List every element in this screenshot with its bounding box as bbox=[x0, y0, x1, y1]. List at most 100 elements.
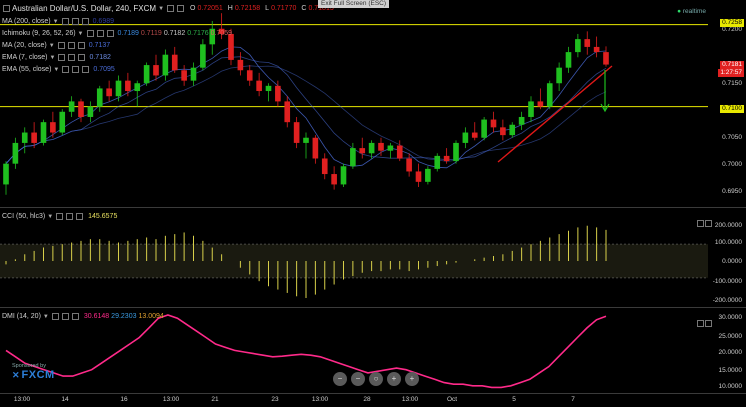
eye-icon[interactable] bbox=[96, 30, 104, 37]
price-chart[interactable] bbox=[0, 0, 746, 208]
current-price-box: 0.7181 bbox=[720, 61, 744, 69]
indicator-ema55[interactable]: EMA (55, close) ▼ 0.7095 bbox=[2, 66, 115, 73]
candle-body bbox=[593, 46, 600, 53]
eye-icon[interactable] bbox=[177, 5, 185, 12]
eye-icon[interactable] bbox=[71, 18, 79, 25]
close-icon[interactable] bbox=[81, 18, 89, 25]
cci-tick: -200.0000 bbox=[712, 297, 742, 304]
fxcm-mark-icon: ✕ bbox=[12, 369, 20, 380]
zoom-out-button[interactable]: − bbox=[351, 372, 365, 386]
candle-body bbox=[218, 28, 225, 34]
price-tick: 0.7000 bbox=[722, 161, 742, 168]
chevron-down-icon[interactable]: ▼ bbox=[42, 313, 49, 320]
candle-body bbox=[246, 70, 253, 81]
chevron-down-icon[interactable]: ▼ bbox=[47, 213, 54, 220]
candle-body bbox=[162, 54, 169, 76]
candle-body bbox=[153, 65, 159, 76]
dmi-value-plus: 29.2303 bbox=[111, 313, 137, 320]
dmi-panel[interactable]: DMI (14, 20) ▼ 30.6148 29.2303 13.0094 30… bbox=[0, 309, 746, 394]
reset-button[interactable]: ○ bbox=[369, 372, 383, 386]
indicator-ma20[interactable]: MA (20, close) ▼ 0.7137 bbox=[2, 42, 110, 49]
candle-body bbox=[265, 85, 272, 92]
settings-icon[interactable] bbox=[56, 213, 64, 220]
settings-icon[interactable] bbox=[51, 313, 59, 320]
cci-tick: -100.0000 bbox=[712, 278, 742, 285]
settings-icon[interactable] bbox=[62, 66, 70, 73]
scroll-left-button[interactable]: − bbox=[333, 372, 347, 386]
price-tick: 0.7200 bbox=[722, 26, 742, 33]
collapse-icon[interactable] bbox=[3, 5, 10, 12]
close-icon[interactable] bbox=[106, 30, 114, 37]
x-tick: 13:00 bbox=[401, 396, 419, 403]
maximize-icon[interactable] bbox=[697, 320, 704, 327]
scroll-right-button[interactable]: + bbox=[405, 372, 419, 386]
close-icon[interactable] bbox=[705, 320, 712, 327]
chevron-down-icon[interactable]: ▼ bbox=[52, 18, 59, 25]
chevron-down-icon[interactable]: ▼ bbox=[77, 30, 84, 37]
eye-icon[interactable] bbox=[61, 313, 69, 320]
cci-legend[interactable]: CCI (50, hlc3) ▼ 145.6575 bbox=[2, 213, 117, 220]
candle-body bbox=[87, 106, 94, 117]
chevron-down-icon[interactable]: ▼ bbox=[48, 42, 55, 49]
close-icon[interactable] bbox=[76, 213, 84, 220]
candle-body bbox=[96, 88, 103, 107]
candle-body bbox=[471, 132, 478, 138]
indicator-value: 0.7176 bbox=[187, 30, 209, 37]
candle-body bbox=[359, 148, 366, 154]
price-panel[interactable]: Australian Dollar/U.S. Dollar, 240, FXCM… bbox=[0, 0, 746, 208]
candle-body bbox=[350, 148, 356, 167]
chevron-down-icon[interactable]: ▼ bbox=[53, 66, 60, 73]
candle-body bbox=[584, 39, 591, 47]
dmi-adx-line bbox=[5, 314, 607, 389]
lower-line-price-box: 0.7100 bbox=[720, 105, 744, 113]
x-tick: 13:00 bbox=[162, 396, 180, 403]
candle-body bbox=[181, 70, 187, 81]
candle-body bbox=[21, 132, 28, 143]
eye-icon[interactable] bbox=[66, 213, 74, 220]
indicator-ma200[interactable]: MA (200, close) ▼ 0.6989 bbox=[2, 18, 114, 25]
settings-icon[interactable] bbox=[61, 18, 69, 25]
indicator-label: EMA (7, close) bbox=[2, 54, 48, 61]
indicator-ichimoku[interactable]: Ichimoku (9, 26, 52, 26) ▼ 0.7189 0.7119 … bbox=[2, 30, 232, 37]
close-icon[interactable] bbox=[78, 54, 86, 61]
ohlc-h-label: H bbox=[227, 5, 233, 12]
eye-icon[interactable] bbox=[68, 54, 76, 61]
x-tick: 28 bbox=[363, 396, 371, 403]
candle-body bbox=[303, 137, 309, 143]
maximize-icon[interactable] bbox=[697, 220, 704, 227]
candle-body bbox=[293, 122, 300, 143]
close-icon[interactable] bbox=[82, 66, 90, 73]
symbol-title: Australian Dollar/U.S. Dollar, 240, FXCM bbox=[12, 4, 157, 13]
settings-icon[interactable] bbox=[58, 54, 66, 61]
ohlc-l-label: L bbox=[265, 5, 270, 12]
indicator-value: 0.7119 bbox=[140, 30, 162, 37]
candle-body bbox=[575, 39, 581, 53]
cci-chart[interactable] bbox=[0, 209, 746, 308]
settings-icon[interactable] bbox=[57, 42, 65, 49]
cci-panel[interactable]: CCI (50, hlc3) ▼ 145.6575 200.0000 100.00… bbox=[0, 209, 746, 308]
chevron-down-icon[interactable]: ▼ bbox=[49, 54, 56, 61]
sponsor-logo[interactable]: Sponsored by ✕ FXCM bbox=[12, 363, 55, 381]
close-icon[interactable] bbox=[705, 220, 712, 227]
price-tick: 0.7050 bbox=[722, 134, 742, 141]
eye-icon[interactable] bbox=[72, 66, 80, 73]
cci-tick: 100.0000 bbox=[714, 239, 742, 246]
candle-body bbox=[331, 174, 337, 185]
dmi-label: DMI (14, 20) bbox=[2, 313, 41, 320]
indicator-ema7[interactable]: EMA (7, close) ▼ 0.7182 bbox=[2, 54, 111, 61]
close-icon[interactable] bbox=[71, 313, 79, 320]
dmi-legend[interactable]: DMI (14, 20) ▼ 30.6148 29.2303 13.0094 bbox=[2, 313, 164, 320]
zoom-in-button[interactable]: + bbox=[387, 372, 401, 386]
settings-icon[interactable] bbox=[167, 5, 175, 12]
close-icon[interactable] bbox=[77, 42, 85, 49]
indicator-label: MA (200, close) bbox=[2, 18, 51, 25]
dmi-chart[interactable] bbox=[0, 309, 746, 394]
countdown-box: 1:27:57 bbox=[718, 69, 744, 77]
dmi-tick: 10.0000 bbox=[718, 383, 743, 390]
settings-icon[interactable] bbox=[86, 30, 94, 37]
candle-body bbox=[209, 28, 216, 45]
ohlc-close: 0.71813 bbox=[308, 5, 334, 12]
eye-icon[interactable] bbox=[67, 42, 75, 49]
candle-body bbox=[556, 67, 562, 84]
chevron-down-icon[interactable]: ▼ bbox=[158, 5, 165, 12]
